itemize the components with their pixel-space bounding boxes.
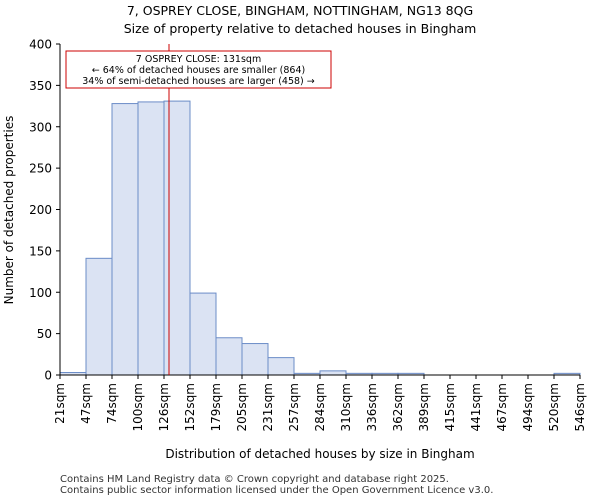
x-tick-label: 74sqm <box>105 383 119 424</box>
y-tick-label: 150 <box>29 244 52 258</box>
chart-title: 7, OSPREY CLOSE, BINGHAM, NOTTINGHAM, NG… <box>126 3 474 18</box>
bar-47sqm <box>85 257 113 376</box>
x-tick-label: 205sqm <box>235 383 249 431</box>
chart-subtitle: Size of property relative to detached ho… <box>123 21 477 36</box>
annotation-line: ← 64% of detached houses are smaller (86… <box>92 65 305 76</box>
x-tick-label: 152sqm <box>183 383 197 431</box>
y-tick-label: 250 <box>29 162 52 176</box>
x-tick-label: 546sqm <box>573 383 587 431</box>
x-tick-label: 415sqm <box>443 383 457 431</box>
x-tick-label: 336sqm <box>365 383 379 431</box>
x-tick-label: 310sqm <box>339 383 353 431</box>
x-tick-label: 126sqm <box>157 383 171 431</box>
footer-copyright: Contains HM Land Registry data © Crown c… <box>60 474 449 485</box>
bar-126sqm <box>163 100 191 376</box>
annotation-line: 34% of semi-detached houses are larger (… <box>82 76 315 87</box>
y-tick-label: 300 <box>29 120 52 134</box>
bar-152sqm <box>189 292 217 376</box>
x-tick-label: 467sqm <box>495 383 509 431</box>
y-tick-label: 50 <box>37 327 52 341</box>
bar-179sqm <box>215 337 243 376</box>
x-tick-label: 179sqm <box>209 383 223 431</box>
x-tick-label: 520sqm <box>547 383 561 431</box>
x-tick-label: 389sqm <box>417 383 431 431</box>
annotation-line: 7 OSPREY CLOSE: 131sqm <box>136 54 261 65</box>
x-tick-label: 362sqm <box>391 383 405 431</box>
x-tick-label: 441sqm <box>469 383 483 431</box>
bar-284sqm <box>319 370 347 376</box>
annotation-box <box>65 50 332 89</box>
y-tick-label: 0 <box>44 369 52 383</box>
y-axis-label: Number of detached properties <box>2 116 16 305</box>
x-tick-label: 257sqm <box>287 383 301 431</box>
x-tick-label: 47sqm <box>79 383 93 424</box>
x-tick-label: 231sqm <box>261 383 275 431</box>
bar-74sqm <box>111 103 139 376</box>
y-tick-label: 100 <box>29 286 52 300</box>
x-axis-label: Distribution of detached houses by size … <box>165 447 474 461</box>
x-tick-label: 100sqm <box>131 383 145 431</box>
y-tick-label: 350 <box>29 79 52 93</box>
bar-205sqm <box>241 343 269 376</box>
y-tick-label: 400 <box>29 38 52 52</box>
x-tick-label: 494sqm <box>521 383 535 431</box>
x-tick-label: 21sqm <box>53 383 67 424</box>
x-tick-label: 284sqm <box>313 383 327 431</box>
bar-231sqm <box>267 357 295 376</box>
bar-100sqm <box>137 101 165 376</box>
footer-licence: Contains public sector information licen… <box>60 485 494 496</box>
y-tick-label: 200 <box>29 203 52 217</box>
